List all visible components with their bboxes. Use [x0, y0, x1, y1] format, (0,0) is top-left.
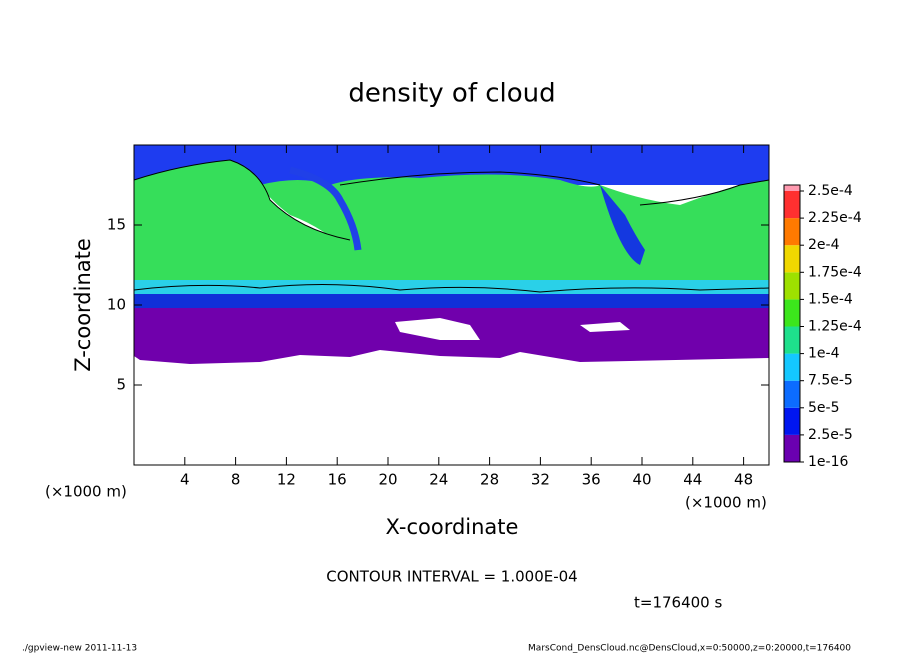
contour-line	[133, 283, 770, 293]
footer-right: MarsCond_DensCloud.nc@DensCloud,x=0:5000…	[528, 644, 851, 654]
colorbar-label: 2.25e-4	[808, 210, 862, 226]
field-gap	[395, 318, 480, 340]
colorbar-label: 2e-4	[808, 237, 840, 253]
colorbar-segment	[784, 191, 800, 219]
colorbar-segment	[784, 434, 800, 462]
x-tick-label: 4	[180, 471, 190, 489]
colorbar-label: 1.75e-4	[808, 264, 862, 280]
colorbar-label: 2.5e-4	[808, 183, 853, 199]
x-tick-label: 8	[231, 471, 241, 489]
colorbar-label: 1e-16	[808, 454, 848, 470]
colorbar-segment	[784, 245, 800, 273]
field-streak	[600, 185, 645, 265]
colorbar-label: 1.5e-4	[808, 291, 853, 307]
field	[133, 145, 770, 364]
x-axis-label: X-coordinate	[386, 515, 519, 539]
colorbar-label: 1.25e-4	[808, 319, 862, 335]
y-unit: (×1000 m)	[45, 483, 127, 501]
colorbar-label: 7.5e-5	[808, 373, 853, 389]
colorbar-segment	[784, 353, 800, 381]
colorbar-frame	[783, 184, 801, 463]
colorbar-top	[784, 185, 800, 191]
x-tick-label: 28	[480, 471, 499, 489]
colorbar-segment	[784, 272, 800, 300]
x-tick-label: 48	[734, 471, 753, 489]
colorbar-label: 5e-5	[808, 400, 839, 416]
y-tick-label: 15	[107, 216, 126, 234]
field-streak	[289, 166, 362, 251]
field-green	[134, 160, 769, 290]
x-tick-label: 12	[277, 471, 296, 489]
colorbar-segment	[784, 299, 800, 327]
colorbar-label: 2.5e-5	[808, 427, 853, 443]
y-tick-label: 5	[116, 376, 126, 394]
footer-left: ./gpview-new 2011-11-13	[22, 644, 137, 654]
field-gap	[580, 322, 630, 332]
y-tick-label: 10	[107, 296, 126, 314]
time-label: t=176400 s	[634, 594, 722, 612]
y-axis-label: Z-coordinate	[71, 238, 95, 372]
x-tick-label: 40	[632, 471, 651, 489]
field-cyan	[134, 280, 769, 298]
contour-line	[133, 159, 770, 241]
contour-interval: CONTOUR INTERVAL = 1.000E-04	[326, 568, 577, 586]
colorbar-segment	[784, 380, 800, 408]
x-tick-label: 32	[531, 471, 550, 489]
colorbar-segment	[784, 218, 800, 246]
colorbar-segment	[784, 326, 800, 354]
x-tick-label: 20	[378, 471, 397, 489]
colorbar-segment	[784, 407, 800, 435]
chart-title: density of cloud	[348, 79, 555, 109]
x-tick-label: 16	[328, 471, 347, 489]
x-unit: (×1000 m)	[685, 494, 767, 512]
field-blue	[134, 294, 769, 310]
x-tick-label: 44	[683, 471, 702, 489]
x-tick-label: 36	[582, 471, 601, 489]
colorbar-label: 1e-4	[808, 346, 840, 362]
x-tick-label: 24	[429, 471, 448, 489]
